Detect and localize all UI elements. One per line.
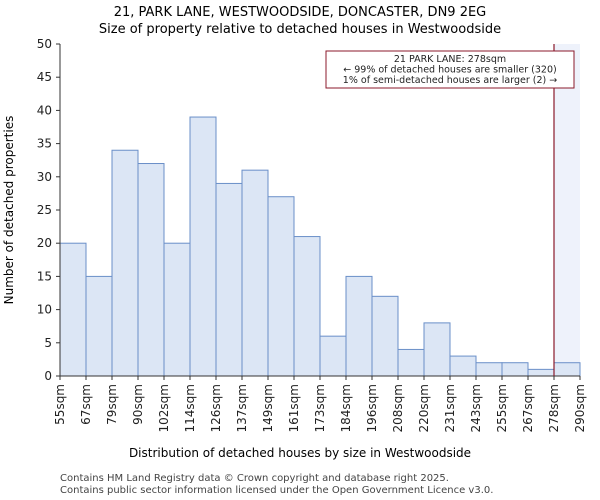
histogram-bar (527, 368, 555, 377)
histogram-bar (137, 163, 165, 377)
histogram-bar (423, 322, 451, 377)
chart-subtitle: Size of property relative to detached ho… (99, 22, 501, 37)
annotation-text: 21 PARK LANE: 278sqm (394, 54, 506, 65)
x-tick-label: 102sqm (157, 384, 171, 432)
footer-copyright: Contains HM Land Registry data © Crown c… (60, 473, 449, 484)
x-tick-label: 126sqm (209, 384, 223, 432)
histogram-bar (241, 169, 269, 377)
x-tick-label: 220sqm (417, 384, 431, 432)
y-axis-label: Number of detached properties (2, 116, 16, 305)
footer-licence: Contains public sector information licen… (60, 485, 493, 496)
chart-title: 21, PARK LANE, WESTWOODSIDE, DONCASTER, … (114, 5, 487, 20)
histogram-bar (293, 236, 321, 377)
annotation-text: ← 99% of detached houses are smaller (32… (343, 65, 556, 76)
annotation-box (325, 50, 575, 89)
histogram-bar (397, 348, 425, 377)
histogram-bar (215, 182, 243, 377)
y-tick-label: 45 (37, 70, 52, 84)
x-tick-label: 208sqm (391, 384, 405, 432)
x-tick-label: 173sqm (313, 384, 327, 432)
x-tick-label: 67sqm (79, 384, 93, 425)
y-tick-label: 25 (37, 203, 52, 217)
y-tick-label: 40 (37, 103, 52, 117)
histogram-bar (345, 275, 373, 377)
histogram-bar (85, 275, 113, 377)
y-tick-label: 30 (37, 170, 52, 184)
y-tick-label: 0 (44, 369, 52, 383)
annotation-text: 1% of semi-detached houses are larger (2… (343, 75, 557, 86)
x-tick-label: 243sqm (469, 384, 483, 432)
y-tick-label: 35 (37, 137, 52, 151)
histogram-bar (267, 196, 295, 377)
x-tick-label: 90sqm (131, 384, 145, 425)
histogram-bar (111, 149, 139, 377)
histogram-bar (189, 116, 217, 377)
histogram-bar (475, 362, 503, 377)
x-tick-label: 267sqm (521, 384, 535, 432)
y-tick-label: 20 (37, 236, 52, 250)
x-tick-label: 79sqm (105, 384, 119, 425)
x-tick-label: 278sqm (547, 384, 561, 432)
y-tick-label: 10 (37, 303, 52, 317)
x-tick-label: 196sqm (365, 384, 379, 432)
histogram-bar (59, 242, 87, 377)
histogram-bar (163, 242, 191, 377)
x-tick-label: 255sqm (495, 384, 509, 432)
x-tick-label: 55sqm (53, 384, 67, 425)
histogram-bar (371, 295, 399, 377)
histogram-bar (449, 355, 477, 377)
histogram-bar (319, 335, 347, 377)
y-tick-label: 5 (44, 336, 52, 350)
x-tick-label: 161sqm (287, 384, 301, 432)
x-tick-label: 231sqm (443, 384, 457, 432)
larger-region-shade (554, 44, 580, 376)
x-tick-label: 290sqm (573, 384, 587, 432)
histogram-bar (553, 362, 581, 377)
histogram-bar (501, 362, 529, 377)
x-tick-label: 137sqm (235, 384, 249, 432)
y-tick-label: 50 (37, 37, 52, 51)
y-tick-label: 15 (37, 269, 52, 283)
x-tick-label: 114sqm (183, 384, 197, 432)
plot-area: 0 5 10 15 20 25 30 35 40 45 50 55sqm 67sqm 79sqm 90sqm… (37, 37, 587, 432)
x-axis-label: Distribution of detached houses by size … (129, 446, 471, 460)
x-tick-label: 149sqm (261, 384, 275, 432)
x-tick-label: 184sqm (339, 384, 353, 432)
